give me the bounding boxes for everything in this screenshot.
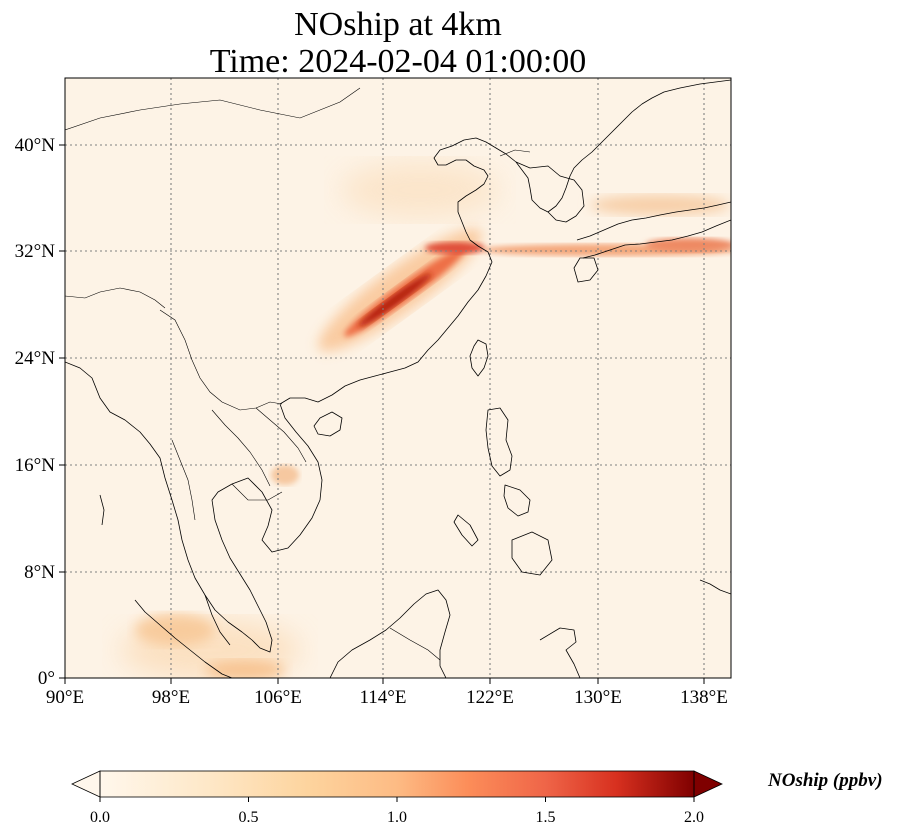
coast-japan-honshu xyxy=(576,201,731,241)
lat-tick-label: 0° xyxy=(38,668,55,689)
border-cambodia xyxy=(231,483,283,501)
plume-sumatra xyxy=(135,614,215,646)
colorbar-extend-low xyxy=(71,770,101,798)
border-borneo xyxy=(389,627,441,661)
coast-borneo xyxy=(329,589,451,678)
coast-sumatra xyxy=(134,599,233,678)
coast-visayas xyxy=(503,484,531,517)
border-mongolia xyxy=(65,87,361,131)
lon-tick-label: 130°E xyxy=(574,687,622,708)
border-india-china xyxy=(65,287,166,309)
colorbar-gradient xyxy=(100,771,694,797)
lat-tick-label: 8°N xyxy=(24,562,55,583)
lat-tick-label: 40°N xyxy=(15,135,56,156)
lon-tick-label: 90°E xyxy=(46,687,84,708)
coast-new-guinea-edge xyxy=(699,579,731,595)
coast-japan-honshu-south xyxy=(582,219,731,259)
colorbar-tick-label: 0.0 xyxy=(90,809,110,826)
lon-tick-label: 114°E xyxy=(360,687,407,708)
plume-northchina-haze xyxy=(340,162,500,218)
lon-tick-label: 106°E xyxy=(254,687,302,708)
lon-tick-label: 98°E xyxy=(152,687,190,708)
coast-luzon xyxy=(485,407,513,477)
lon-tick-label: 138°E xyxy=(680,687,728,708)
coast-mainland-asia xyxy=(65,79,731,653)
border-china-myanmar xyxy=(159,309,283,411)
border-nk-china xyxy=(499,149,531,157)
plume-japan-sea xyxy=(590,195,730,215)
coast-hainan xyxy=(313,411,343,437)
lat-tick-label: 24°N xyxy=(15,348,56,369)
coast-malay-peninsula xyxy=(204,594,231,646)
lat-tick-label: 16°N xyxy=(15,455,56,476)
colorbar-extend-high xyxy=(693,770,723,798)
tick-marks xyxy=(59,144,705,684)
colorbar-tick-label: 0.5 xyxy=(239,809,259,826)
coast-taiwan xyxy=(469,339,489,377)
plume-yangtze-core xyxy=(358,273,432,327)
border-laos-thailand xyxy=(211,409,271,487)
coast-korea xyxy=(515,161,585,223)
colorbar-tick-label: 1.5 xyxy=(536,809,556,826)
border-laos-vietnam xyxy=(255,407,307,463)
lon-tick-label: 122°E xyxy=(466,687,514,708)
coast-andaman xyxy=(99,494,105,526)
map-subtitle-time: Time: 2024-02-04 01:00:00 xyxy=(209,43,587,80)
map-panel xyxy=(65,78,731,678)
lon-tick-labels: 90°E 98°E 106°E 114°E 122°E 130°E 138°E xyxy=(46,687,728,708)
plume-japan-east xyxy=(645,238,731,252)
coast-japan-kyushu xyxy=(573,257,599,283)
country-borders xyxy=(65,87,531,661)
colorbar-tick-label: 1.0 xyxy=(387,809,407,826)
lat-tick-label: 32°N xyxy=(15,241,56,262)
plume-thailand xyxy=(271,465,299,485)
coast-palawan xyxy=(453,514,479,547)
plume-malacca xyxy=(205,660,285,678)
colorbar-ticks xyxy=(99,797,695,802)
colorbar: 0.0 0.5 1.0 1.5 2.0 xyxy=(71,770,723,826)
colorbar-label: NOship (ppbv) xyxy=(768,770,883,791)
colorbar-tick-label: 2.0 xyxy=(684,809,704,826)
plume-coastal-mouth xyxy=(425,242,485,254)
lat-tick-labels: 0° 8°N 16°N 24°N 32°N 40°N xyxy=(15,135,56,689)
map-frame xyxy=(64,77,732,679)
border-myanmar-thailand xyxy=(171,439,196,521)
map-title: NOship at 4km xyxy=(294,6,502,43)
coastlines xyxy=(65,79,731,678)
coast-sulawesi xyxy=(539,627,581,678)
concentration-field xyxy=(120,162,731,678)
gridlines xyxy=(65,78,731,678)
coast-mindanao xyxy=(511,531,553,576)
